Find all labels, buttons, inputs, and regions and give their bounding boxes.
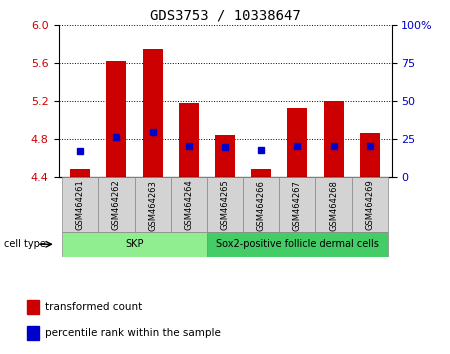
FancyBboxPatch shape (98, 177, 135, 232)
Text: SKP: SKP (125, 239, 144, 249)
FancyBboxPatch shape (352, 177, 388, 232)
Bar (143, 48, 162, 177)
FancyBboxPatch shape (207, 177, 243, 232)
Bar (288, 108, 307, 177)
FancyBboxPatch shape (315, 177, 352, 232)
Bar (70, 169, 90, 177)
FancyBboxPatch shape (279, 177, 315, 232)
FancyBboxPatch shape (207, 232, 388, 257)
Bar (27, 301, 39, 314)
Text: GSM464262: GSM464262 (112, 180, 121, 230)
FancyBboxPatch shape (62, 177, 98, 232)
FancyBboxPatch shape (243, 177, 279, 232)
Bar (107, 61, 126, 177)
Text: GSM464267: GSM464267 (293, 180, 302, 230)
Text: GSM464268: GSM464268 (329, 180, 338, 230)
Text: transformed count: transformed count (45, 302, 143, 312)
Bar (179, 103, 199, 177)
Text: GSM464266: GSM464266 (256, 180, 266, 230)
Title: GDS3753 / 10338647: GDS3753 / 10338647 (149, 8, 301, 22)
Bar (251, 169, 271, 177)
Text: GSM464264: GSM464264 (184, 180, 194, 230)
Bar (215, 135, 235, 177)
FancyBboxPatch shape (135, 177, 171, 232)
Bar (324, 101, 343, 177)
Text: GSM464269: GSM464269 (365, 180, 374, 230)
Bar (27, 326, 39, 340)
Text: GSM464263: GSM464263 (148, 180, 157, 230)
Text: GSM464265: GSM464265 (220, 180, 230, 230)
Text: Sox2-positive follicle dermal cells: Sox2-positive follicle dermal cells (216, 239, 379, 249)
Text: percentile rank within the sample: percentile rank within the sample (45, 328, 221, 338)
FancyBboxPatch shape (171, 177, 207, 232)
Text: GSM464261: GSM464261 (76, 180, 85, 230)
Bar (360, 133, 380, 177)
FancyBboxPatch shape (62, 232, 207, 257)
Text: cell type: cell type (4, 239, 46, 249)
